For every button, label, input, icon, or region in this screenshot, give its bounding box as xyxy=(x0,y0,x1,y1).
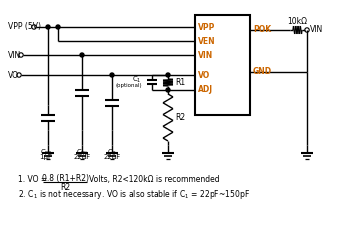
Circle shape xyxy=(46,25,50,29)
Text: (optional): (optional) xyxy=(115,83,142,88)
Circle shape xyxy=(80,53,84,57)
Text: VIN: VIN xyxy=(310,26,323,34)
Text: 22μF: 22μF xyxy=(73,154,91,160)
Bar xyxy=(195,15,250,115)
Text: 1. VO =: 1. VO = xyxy=(18,175,47,184)
Circle shape xyxy=(56,25,60,29)
Text: VIN: VIN xyxy=(8,51,21,60)
Text: VO: VO xyxy=(198,71,210,80)
Text: ADJ: ADJ xyxy=(198,86,213,94)
Text: R2: R2 xyxy=(175,113,185,122)
Text: VPP: VPP xyxy=(198,22,216,32)
Circle shape xyxy=(110,73,114,77)
Text: 1μF: 1μF xyxy=(39,154,53,160)
Text: $\mathregular{C_O}$: $\mathregular{C_O}$ xyxy=(107,148,117,158)
Text: R1: R1 xyxy=(175,78,185,87)
Text: VIN: VIN xyxy=(198,51,213,60)
Text: $\mathregular{C_1}$: $\mathregular{C_1}$ xyxy=(132,75,142,85)
Circle shape xyxy=(166,73,170,77)
Text: 0.8 (R1+R2): 0.8 (R1+R2) xyxy=(42,174,88,183)
Text: GND: GND xyxy=(253,67,272,76)
Text: $\mathregular{C_{IN}}$: $\mathregular{C_{IN}}$ xyxy=(76,148,88,158)
Text: $\mathregular{C_{PP}}$: $\mathregular{C_{PP}}$ xyxy=(40,148,52,158)
Circle shape xyxy=(166,88,170,92)
Text: VEN: VEN xyxy=(198,36,216,46)
Text: 22μF: 22μF xyxy=(103,154,121,160)
Text: 10kΩ: 10kΩ xyxy=(287,17,308,26)
Text: Volts, R2<120kΩ is recommended: Volts, R2<120kΩ is recommended xyxy=(89,175,219,184)
Text: POK: POK xyxy=(253,26,271,34)
Text: VPP (5V): VPP (5V) xyxy=(8,22,41,32)
Text: VO: VO xyxy=(8,71,19,80)
Text: 2. C$_1$ is not necessary. VO is also stable if C$_1$ = 22pF~150pF: 2. C$_1$ is not necessary. VO is also st… xyxy=(18,188,250,201)
Text: R2: R2 xyxy=(60,183,70,192)
